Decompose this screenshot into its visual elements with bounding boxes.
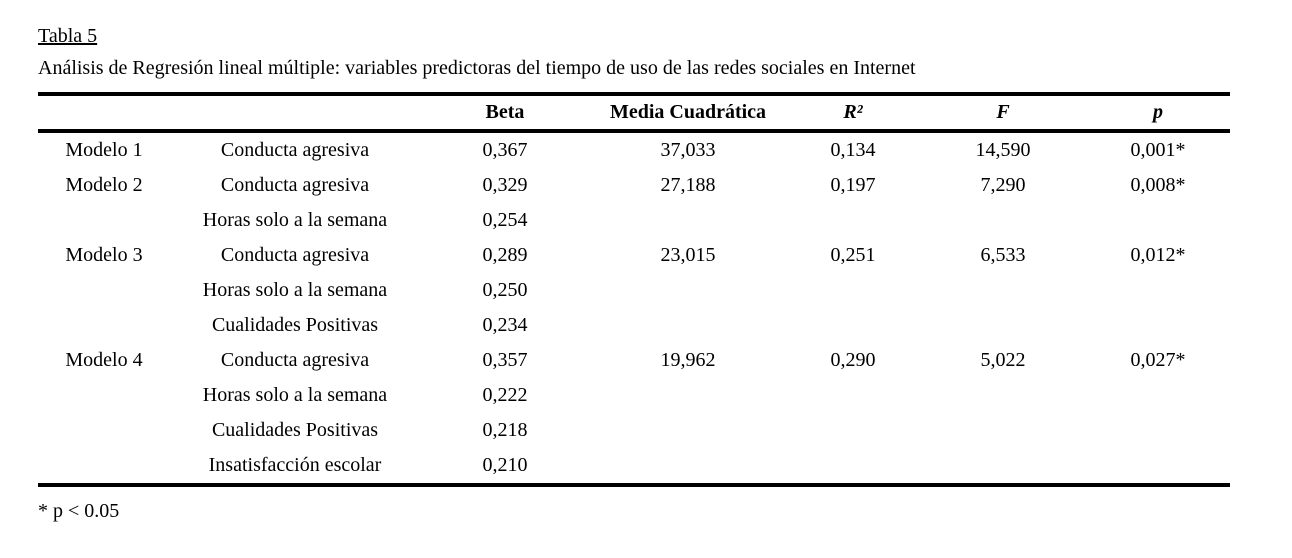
cell-f: 6,533 [980, 244, 1026, 266]
cell-beta: 0,367 [482, 139, 528, 161]
cell-r2: 0,134 [830, 139, 876, 161]
cell-p [1086, 413, 1230, 448]
cell-r2 [786, 378, 920, 413]
cell-beta: 0,222 [482, 384, 528, 406]
cell-model [38, 273, 170, 308]
regression-table: Beta Media Cuadrática R² F p Modelo 1 Co… [38, 92, 1230, 487]
col-header-f: F [996, 101, 1010, 123]
col-header-variable [170, 94, 420, 131]
cell-f [920, 448, 1086, 485]
cell-f [920, 203, 1086, 238]
cell-variable: Conducta agresiva [220, 174, 370, 196]
cell-beta: 0,250 [482, 279, 528, 301]
cell-variable: Conducta agresiva [220, 139, 370, 161]
cell-variable: Horas solo a la semana [202, 209, 388, 231]
table-row: Cualidades Positivas 0,234 [38, 308, 1230, 343]
cell-r2: 0,251 [830, 244, 876, 266]
cell-f: 7,290 [980, 174, 1026, 196]
cell-p [1086, 203, 1230, 238]
cell-media-cuadratica: 19,962 [660, 349, 716, 371]
cell-variable: Conducta agresiva [220, 349, 370, 371]
table-header-row: Beta Media Cuadrática R² F p [38, 94, 1230, 131]
cell-variable: Horas solo a la semana [202, 384, 388, 406]
col-header-model [38, 94, 170, 131]
cell-beta: 0,234 [482, 314, 528, 336]
table-row: Horas solo a la semana 0,222 [38, 378, 1230, 413]
cell-media-cuadratica [590, 413, 786, 448]
cell-f [920, 413, 1086, 448]
table-row: Horas solo a la semana 0,250 [38, 273, 1230, 308]
cell-media-cuadratica [590, 308, 786, 343]
table-row: Modelo 1 Conducta agresiva 0,367 37,033 … [38, 131, 1230, 168]
cell-p [1086, 448, 1230, 485]
cell-beta: 0,357 [482, 349, 528, 371]
cell-f: 5,022 [980, 349, 1026, 371]
table-row: Modelo 2 Conducta agresiva 0,329 27,188 … [38, 168, 1230, 203]
cell-beta: 0,289 [482, 244, 528, 266]
cell-f [920, 378, 1086, 413]
cell-media-cuadratica [590, 448, 786, 485]
cell-r2 [786, 203, 920, 238]
table-number-title: Tabla 5 [38, 25, 98, 47]
cell-r2 [786, 273, 920, 308]
cell-media-cuadratica [590, 273, 786, 308]
table-row: Horas solo a la semana 0,254 [38, 203, 1230, 238]
cell-beta: 0,254 [482, 209, 528, 231]
col-header-r2: R² [843, 101, 863, 123]
cell-r2 [786, 413, 920, 448]
cell-p: 0,001* [1130, 139, 1186, 161]
cell-p [1086, 308, 1230, 343]
cell-beta: 0,210 [482, 454, 528, 476]
cell-p [1086, 378, 1230, 413]
cell-model [38, 448, 170, 485]
cell-r2: 0,197 [830, 174, 876, 196]
col-header-beta: Beta [485, 101, 525, 123]
cell-model [38, 413, 170, 448]
cell-f [920, 273, 1086, 308]
table-row: Modelo 4 Conducta agresiva 0,357 19,962 … [38, 343, 1230, 378]
cell-model: Modelo 2 [65, 174, 143, 196]
cell-variable: Cualidades Positivas [211, 314, 379, 336]
table-row: Modelo 3 Conducta agresiva 0,289 23,015 … [38, 238, 1230, 273]
cell-model: Modelo 4 [65, 349, 143, 371]
col-header-p: p [1153, 101, 1163, 123]
table-caption: Análisis de Regresión lineal múltiple: v… [38, 57, 916, 79]
cell-p: 0,027* [1130, 349, 1186, 371]
table-footnote: * p < 0.05 [38, 500, 120, 522]
cell-beta: 0,218 [482, 419, 528, 441]
cell-media-cuadratica: 23,015 [660, 244, 716, 266]
cell-media-cuadratica [590, 203, 786, 238]
col-header-media-cuadratica: Media Cuadrática [609, 101, 767, 123]
cell-p [1086, 273, 1230, 308]
cell-model: Modelo 1 [65, 139, 143, 161]
cell-f: 14,590 [975, 139, 1031, 161]
cell-model: Modelo 3 [65, 244, 143, 266]
cell-p: 0,012* [1130, 244, 1186, 266]
cell-p: 0,008* [1130, 174, 1186, 196]
cell-r2 [786, 308, 920, 343]
cell-model [38, 308, 170, 343]
cell-model [38, 203, 170, 238]
cell-beta: 0,329 [482, 174, 528, 196]
cell-media-cuadratica: 27,188 [660, 174, 716, 196]
cell-r2 [786, 448, 920, 485]
cell-variable: Conducta agresiva [220, 244, 370, 266]
cell-f [920, 308, 1086, 343]
cell-variable: Insatisfacción escolar [208, 454, 382, 476]
table-row: Cualidades Positivas 0,218 [38, 413, 1230, 448]
cell-media-cuadratica [590, 378, 786, 413]
cell-r2: 0,290 [830, 349, 876, 371]
cell-media-cuadratica: 37,033 [660, 139, 716, 161]
cell-variable: Horas solo a la semana [202, 279, 388, 301]
cell-variable: Cualidades Positivas [211, 419, 379, 441]
table-row: Insatisfacción escolar 0,210 [38, 448, 1230, 485]
cell-model [38, 378, 170, 413]
